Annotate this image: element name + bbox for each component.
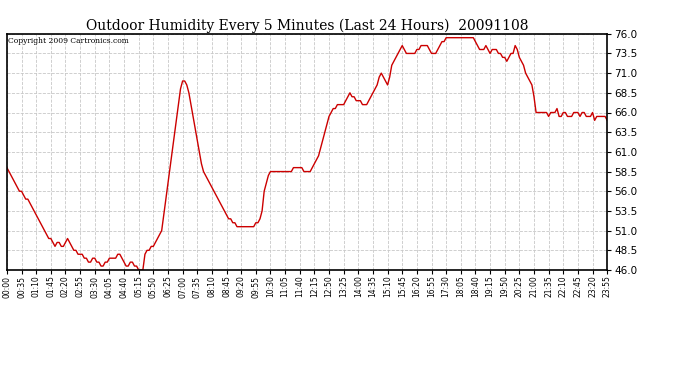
Title: Outdoor Humidity Every 5 Minutes (Last 24 Hours)  20091108: Outdoor Humidity Every 5 Minutes (Last 2… [86, 18, 529, 33]
Text: Copyright 2009 Cartronics.com: Copyright 2009 Cartronics.com [8, 37, 129, 45]
